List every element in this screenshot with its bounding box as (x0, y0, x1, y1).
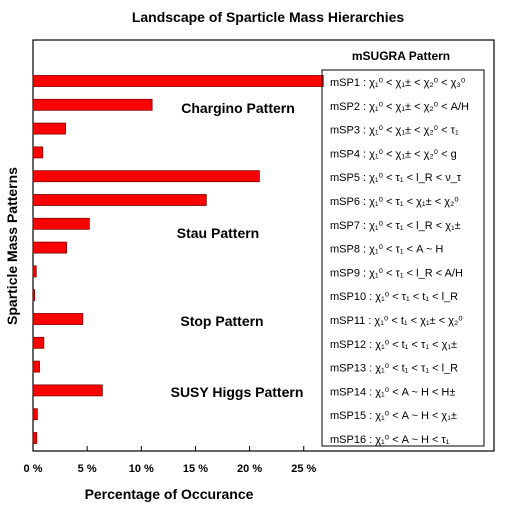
legend-title: mSUGRA Pattern (352, 49, 450, 63)
bar-msp13 (32, 360, 40, 373)
legend-entry: mSP8 : χ₁⁰ < τ₁ < A ~ H (330, 244, 443, 256)
legend-entry: mSP1 : χ₁⁰ < χ₁± < χ₂⁰ < χ₃⁰ (330, 77, 466, 89)
y-axis-title: Sparticle Mass Patterns (4, 167, 20, 325)
x-axis-ticks: 0 % 5 % 10 % 15 % 20 % 25 % (24, 446, 317, 475)
bar-msp4 (32, 146, 44, 159)
bar-msp8 (32, 241, 67, 254)
bars (32, 75, 324, 444)
bar-msp5 (32, 170, 260, 183)
bar-msp3 (32, 122, 66, 135)
bar-msp10 (32, 289, 36, 302)
legend-entry: mSP15 : χ₁⁰ < A ~ H < χ₁± (330, 410, 457, 422)
legend-entry: mSP10 : χ₁⁰ < τ₁ < t₁ < l_R (330, 291, 458, 303)
legend-box (321, 69, 485, 447)
x-tick-label: 25 % (291, 463, 316, 475)
group-label: Stau Pattern (177, 225, 259, 241)
legend-entry: mSP14 : χ₁⁰ < A ~ H < H± (330, 386, 455, 398)
legend-entry: mSP2 : χ₁⁰ < χ₁± < χ₂⁰ < A/H (330, 101, 469, 113)
bar-msp15 (32, 408, 38, 421)
x-tick-label: 0 % (24, 463, 43, 475)
bar-msp11 (32, 313, 84, 325)
legend-entry: mSP5 : χ₁⁰ < τ₁ < l_R < ν_τ (330, 172, 462, 184)
legend-entry: mSP3 : χ₁⁰ < χ₁± < χ₂⁰ < τ₁ (330, 125, 459, 137)
x-tick-label: 10 % (129, 463, 154, 475)
bar-msp16 (32, 432, 38, 444)
bar-msp6 (32, 194, 207, 206)
bar-msp12 (32, 336, 45, 349)
legend-entry: mSP9 : χ₁⁰ < τ₁ < l_R < A/H (330, 267, 463, 279)
group-label: Stop Pattern (180, 313, 263, 329)
x-axis-title: Percentage of Occurance (85, 486, 254, 502)
group-label: SUSY Higgs Pattern (171, 384, 304, 400)
legend-entry: mSP11 : χ₁⁰ < t₁ < χ₁± < χ₂⁰ (330, 315, 463, 327)
x-tick-label: 20 % (237, 463, 262, 475)
legend-entry: mSP16 : χ₁⁰ < A ~ H < τ₁ (330, 434, 450, 446)
legend-entry: mSP13 : χ₁⁰ < t₁ < τ₁ < l_R (330, 363, 458, 375)
bar-msp7 (32, 217, 90, 230)
legend-entry: mSP6 : χ₁⁰ < τ₁ < χ₁± < χ₂⁰ (330, 196, 459, 208)
bar-msp1 (32, 75, 324, 87)
bar-msp14 (32, 384, 103, 397)
x-tick-label: 5 % (78, 463, 97, 475)
group-annotations: Chargino Pattern Stau Pattern Stop Pattern… (171, 100, 304, 400)
chart-title: Landscape of Sparticle Mass Hierarchies (132, 9, 405, 25)
legend-entry: mSP7 : χ₁⁰ < τ₁ < l_R < χ₁± (330, 220, 461, 232)
legend-entry: mSP12 : χ₁⁰ < t₁ < τ₁ < χ₁± (330, 339, 457, 351)
group-label: Chargino Pattern (181, 100, 295, 116)
x-tick-label: 15 % (183, 463, 208, 475)
legend: mSUGRA Pattern mSP1 : χ₁⁰ < χ₁± < χ₂⁰ < … (321, 49, 485, 447)
bar-msp2 (32, 98, 153, 111)
bar-msp9 (32, 265, 37, 278)
legend-entry: mSP4 : χ₁⁰ < χ₁± < χ₂⁰ < g (330, 148, 457, 160)
